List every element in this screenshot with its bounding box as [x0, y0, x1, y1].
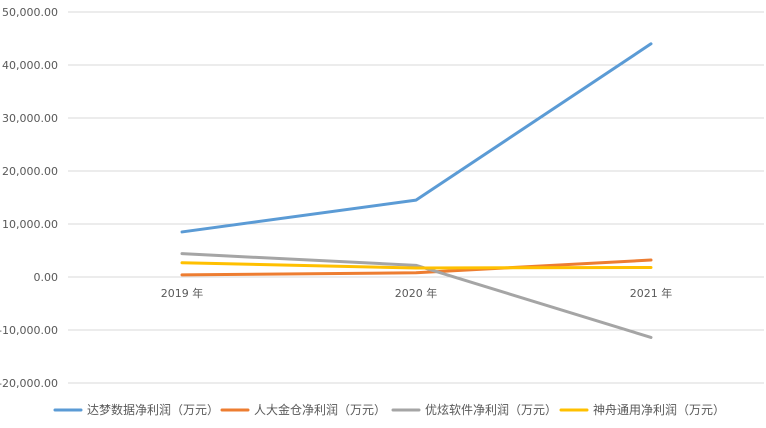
x-axis-category-labels: 2019 年 2020 年 2021 年 — [161, 286, 673, 300]
series-line-1 — [180, 42, 653, 234]
legend-label: 人大金仓净利润（万元） — [254, 402, 386, 417]
legend-label: 达梦数据净利润（万元） — [87, 402, 219, 417]
y-tick-label: -20,000.00 — [0, 377, 58, 390]
gridlines — [68, 11, 764, 384]
y-axis-tick-labels: -20,000.00 -10,000.00 0.00 10,000.00 20,000.… — [0, 6, 58, 390]
series-line-2 — [180, 258, 653, 277]
legend: 达梦数据净利润（万元） 人大金仓净利润（万元） 优炫软件净利润（万元） 神舟通用净利润… — [53, 402, 725, 417]
series-line-3 — [180, 252, 653, 339]
legend-label: 神舟通用净利润（万元） — [593, 403, 725, 417]
y-tick-label: 20,000.00 — [2, 165, 58, 178]
y-tick-label: 30,000.00 — [2, 112, 58, 125]
y-tick-label: 10,000.00 — [2, 218, 58, 231]
x-category-label: 2020 年 — [395, 286, 438, 300]
legend-label: 优炫软件净利润（万元） — [425, 402, 557, 417]
y-tick-label: 40,000.00 — [2, 59, 58, 72]
series-lines — [180, 42, 653, 339]
x-category-label: 2019 年 — [161, 286, 204, 300]
y-tick-label: 50,000.00 — [2, 6, 58, 19]
x-category-label: 2021 年 — [630, 286, 673, 300]
y-tick-label: 0.00 — [34, 271, 59, 284]
y-tick-label: -10,000.00 — [0, 324, 58, 337]
series-line-4 — [180, 261, 653, 270]
